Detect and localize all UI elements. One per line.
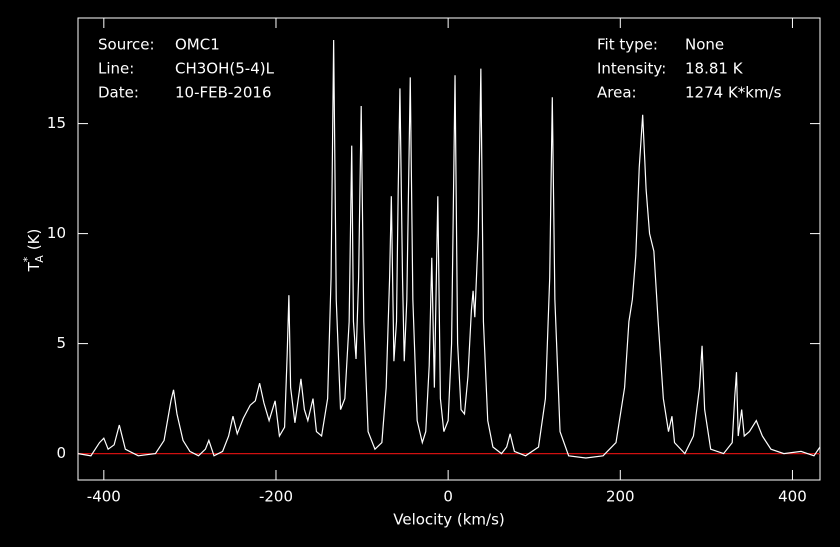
info-value: CH3OH(5-4)L: [175, 60, 275, 78]
y-label-main: T: [25, 261, 43, 272]
x-tick-label: 200: [606, 488, 635, 506]
info-value: OMC1: [175, 36, 220, 54]
y-tick-label: 10: [47, 224, 66, 242]
y-tick-label: 15: [47, 114, 66, 132]
y-label-sub: A: [33, 255, 46, 263]
y-label-unit: (K): [25, 229, 43, 251]
info-value: 10-FEB-2016: [175, 84, 271, 102]
x-axis-label: Velocity (km/s): [393, 511, 504, 529]
info-value: 1274 K*km/s: [685, 84, 782, 102]
info-label: Intensity:: [597, 60, 666, 78]
x-tick-label: 400: [778, 488, 807, 506]
x-tick-label: -400: [87, 488, 121, 506]
x-tick-label: 0: [443, 488, 453, 506]
y-tick-label: 5: [56, 334, 66, 352]
plot-frame: [77, 17, 821, 481]
info-label: Fit type:: [597, 36, 658, 54]
y-tick-label: 0: [56, 444, 66, 462]
info-label: Area:: [597, 84, 637, 102]
info-value: 18.81 K: [685, 60, 744, 78]
info-label: Line:: [98, 60, 134, 78]
info-value: None: [685, 36, 724, 54]
info-label: Date:: [98, 84, 139, 102]
y-axis-label: T*A (K): [21, 229, 46, 273]
info-label: Source:: [98, 36, 155, 54]
x-tick-label: -200: [259, 488, 293, 506]
y-label-sup: *: [21, 256, 34, 262]
spectrum-line: [77, 39, 821, 459]
